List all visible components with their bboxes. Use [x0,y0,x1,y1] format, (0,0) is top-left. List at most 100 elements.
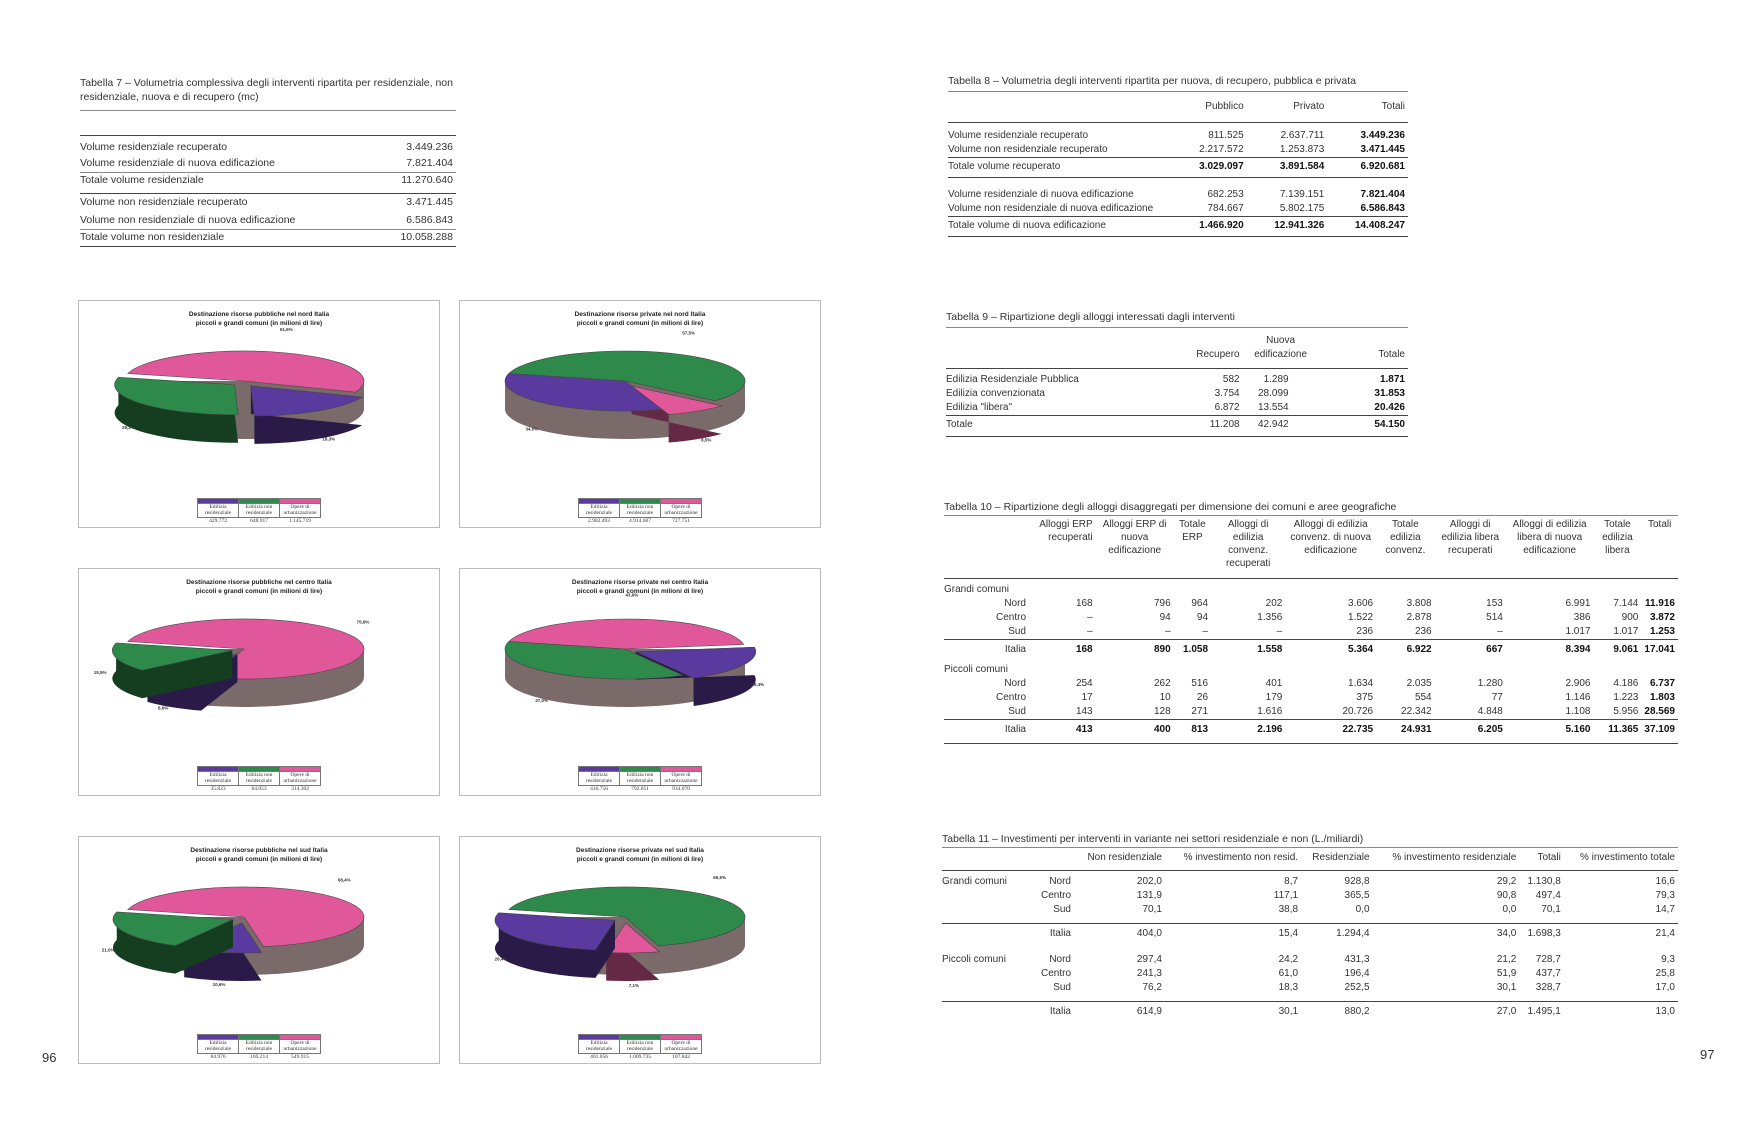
legend-value: 416.756 [590,785,608,792]
legend-label: Edilizia residenziale [578,1038,620,1054]
legend-value: 727.751 [672,517,690,524]
legend-value: 648.917 [250,517,268,524]
table-row: Grandi comuni Nord 202,0 8,7 928,8 29,2 1.130,… [942,876,1675,887]
legend-table: Edilizia residenziale Edilizia non reside… [197,497,321,525]
legend-label: Edilizia residenziale [197,502,239,518]
legend-value: 35.823 [210,785,226,792]
tabella-10: Tabella 10 – Ripartizione degli alloggi … [944,500,1678,745]
pie-slice-wall [112,642,233,699]
tabella-7-caption: Tabella 7 – Volumetria complessiva degli… [80,77,453,103]
pie-slice-label: 57,5% [682,330,695,335]
pie-slice [112,642,233,671]
pie-slice [127,886,365,947]
table-row: Totale volume recuperato 3.029.097 3.891.5… [948,157,1408,178]
table-title: Tabella 9 [946,311,989,323]
table-description: Ripartizione degli alloggi disaggregati … [1003,501,1397,513]
legend-table: Edilizia residenziale Edilizia non reside… [197,1033,321,1061]
tabella-11-table: Non residenziale% investimento non resid… [942,851,1678,1031]
legend-label: Edilizia non residenziale [238,502,280,518]
total-row: Italia 614,9 30,1 880,2 27,0 1.495,1 13,0 [942,1001,1678,1031]
table-description: Ripartizione degli alloggi interessati d… [999,311,1235,323]
chart-subtitle: piccoli e grandi comuni (in milioni di l… [195,588,323,595]
legend-label: Edilizia residenziale [197,1038,239,1054]
table-row: Nord 168 796 964 202 3.606 3.808 153 6.991 7.144 1… [1004,598,1675,609]
chart-legend: Edilizia residenziale Edilizia non reside… [79,497,439,525]
pie-chart-4: Destinazione risorse private nel centro … [459,568,821,796]
chart-legend: Edilizia residenziale Edilizia non reside… [79,1033,439,1061]
table-title: Tabella 7 [80,77,123,89]
table-title: Tabella 8 [948,75,991,87]
pie-slice-label: 68,4% [338,877,351,882]
tabella-8-table: Pubblico Privato Totali Volume residenziale… [948,100,1408,237]
legend-table: Edilizia residenziale Edilizia non reside… [578,1033,702,1061]
pie-slice-label: 43,6% [625,592,638,597]
legend-label: Edilizia residenziale [578,502,620,518]
legend-label: Opere di urbanizzazione [660,502,702,518]
legend-value: 1.009.735 [629,1053,651,1060]
table-row: Sud 70,1 38,8 0,0 0,0 70,1 14,7 [1053,904,1675,915]
pie-slice-wall [112,911,233,974]
legend-label: Edilizia non residenziale [619,770,661,786]
table-row: Edilizia convenzionata 3.754 28.099 31.853 [946,388,1405,399]
pie-slice [631,385,722,415]
table-row: Edilizia "libera" 6.872 13.554 20.426 [946,402,1405,413]
legend-value: 314.302 [291,785,309,792]
table-row: Sud 76,2 18,3 252,5 30,1 328,7 17,0 [1053,982,1675,993]
pie-svg: 68,4% 10,6% 21,0% [102,877,365,987]
pie-slice-label: 37,0% [535,698,548,703]
chart-subtitle: piccoli e grandi comuni (in milioni di l… [576,320,704,327]
pie-svg: 66,5% 7,1% 26,4% [494,875,746,988]
table-row: Volume residenziale recuperato 3.449.236 [80,141,453,153]
legend-label: Edilizia non residenziale [619,1038,661,1054]
chart-legend: Edilizia residenziale Edilizia non reside… [460,765,820,793]
pie-slice-label: 75,9% [357,619,370,624]
chart-title: Destinazione risorse pubbliche nel nord … [188,311,330,318]
tabella-10-table: Alloggi ERP recuperati Alloggi ERP di nuo… [944,518,1678,745]
pie-slice [112,911,234,946]
total-row: Italia 168 890 1.058 1.558 5.364 6.922 667 8.394… [944,639,1678,663]
table-row: Volume residenziale di nuova edificazion… [948,189,1405,200]
legend-value: 429.772 [209,517,227,524]
table-row: Totale volume residenziale 11.270.640 [80,171,456,187]
chart-legend: Edilizia residenziale Edilizia non reside… [460,497,820,525]
pie-slice [114,376,239,416]
chart-title: Destinazione risorse private nel nord It… [574,311,706,318]
table-header-row: Recupero Nuova edificazione Totale [1196,335,1405,360]
table-row: Volume residenziale di nuova edificazion… [80,156,453,169]
table-row: Totale 11.208 42.942 54.150 [946,415,1408,437]
table-row: Piccoli comuni Nord 297,4 24,2 431,3 21,2 728,… [942,954,1675,965]
chart-title: Destinazione risorse private nel centro … [571,579,709,586]
table-description: Volumetria degli interventi ripartita pe… [1001,75,1357,87]
chart-title: Destinazione risorse pubbliche nel centr… [186,579,332,586]
pie-slice [127,350,365,393]
pie-slice-label: 34,0% [526,427,539,432]
legend-label: Opere di urbanizzazione [279,502,321,518]
legend-value: 549.915 [291,1053,309,1060]
legend-value: 934.070 [672,785,690,792]
page-number-left: 96 [42,1050,57,1065]
pie-chart-1: Destinazione risorse pubbliche nel nord … [78,300,440,528]
table-row: Volume non residenziale recuperato 3.471.… [80,196,453,209]
legend-table: Edilizia residenziale Edilizia non reside… [578,497,702,525]
legend-value: 792.051 [631,785,649,792]
tabella-11: Tabella 11 – Investimenti per interventi… [942,832,1678,1031]
pie-chart-2: Destinazione risorse private nel nord It… [459,300,821,528]
pie-slice-wall [494,912,615,978]
tabella-9-table: Recupero Nuova edificazione Totale Edilizia… [946,334,1408,438]
table-row: Volume non residenziale di nuova edifica… [80,213,453,226]
pie-slice [504,373,663,412]
pie-slice-label: 21,0% [102,948,115,953]
pie-slice-label: 18,3% [322,436,335,441]
pie-chart-3: Destinazione risorse pubbliche nel centr… [78,568,440,796]
table-title: Tabella 11 [942,833,990,845]
legend-value: 401.056 [590,1053,608,1060]
pie-slice-label: 66,5% [713,875,726,880]
pie-chart-6: Destinazione risorse private nel sud Ita… [459,836,821,1064]
table-header-row: Pubblico Privato Totali [1205,101,1405,112]
table-row: Centro 241,3 61,0 196,4 51,9 437,7 25,8 [1040,968,1675,979]
pie-slice-label: 19,4% [751,682,764,687]
pie-chart-5: Destinazione risorse pubbliche nel sud I… [78,836,440,1064]
legend-label: Opere di urbanizzazione [279,1038,321,1054]
pie-slice [508,886,746,947]
tabella-7: Tabella 7 – Volumetria complessiva degli… [80,76,456,247]
